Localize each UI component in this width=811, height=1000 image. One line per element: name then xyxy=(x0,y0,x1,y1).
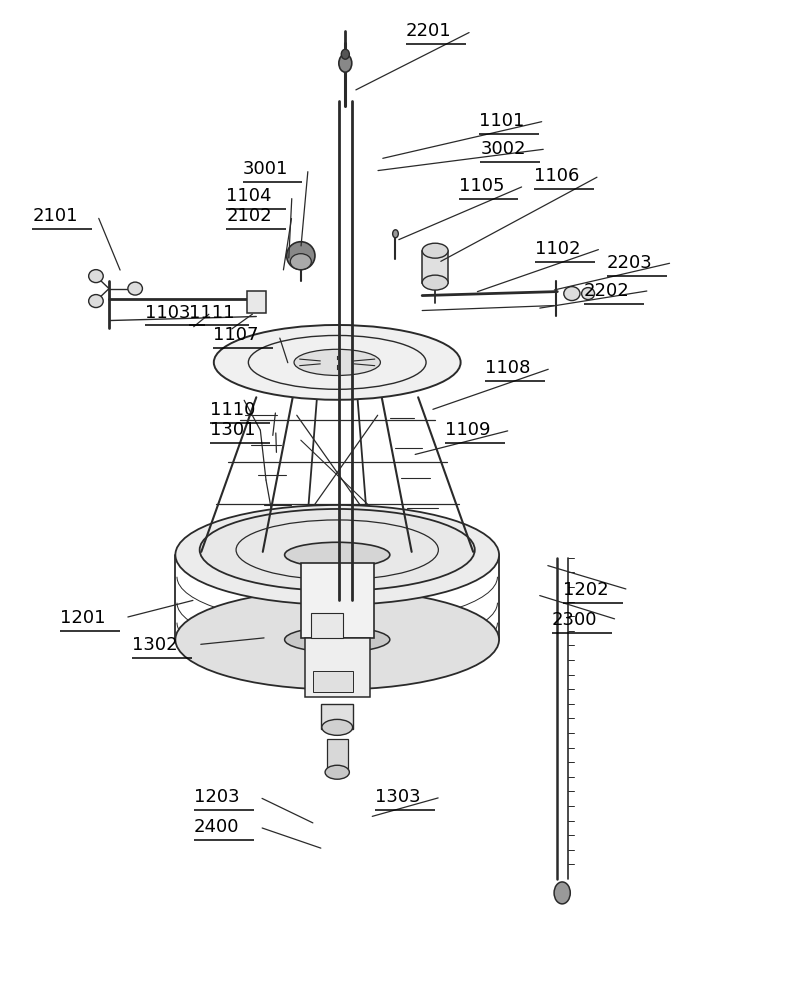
Text: 1104: 1104 xyxy=(226,187,272,205)
Bar xyxy=(247,291,266,313)
Bar xyxy=(320,704,353,729)
Ellipse shape xyxy=(581,288,594,300)
Text: 2300: 2300 xyxy=(551,611,596,629)
Text: 1201: 1201 xyxy=(59,609,105,627)
Text: 1105: 1105 xyxy=(458,177,504,195)
Text: 1303: 1303 xyxy=(375,788,420,806)
Ellipse shape xyxy=(88,295,103,308)
Ellipse shape xyxy=(213,325,460,400)
Ellipse shape xyxy=(175,590,499,689)
Ellipse shape xyxy=(321,719,352,735)
Ellipse shape xyxy=(290,254,311,270)
Ellipse shape xyxy=(286,242,315,270)
Text: 3001: 3001 xyxy=(242,160,288,178)
Text: 2202: 2202 xyxy=(583,282,629,300)
Text: 1101: 1101 xyxy=(478,112,524,130)
Text: 1108: 1108 xyxy=(485,359,530,377)
Text: 2102: 2102 xyxy=(226,207,272,225)
Text: 1102: 1102 xyxy=(534,240,580,258)
Text: 1302: 1302 xyxy=(132,636,178,654)
Text: 2101: 2101 xyxy=(32,207,78,225)
Bar xyxy=(312,671,353,692)
Ellipse shape xyxy=(175,505,499,605)
Ellipse shape xyxy=(294,349,380,375)
Ellipse shape xyxy=(341,49,349,59)
Text: 1202: 1202 xyxy=(562,581,608,599)
Ellipse shape xyxy=(422,243,448,258)
Text: 1106: 1106 xyxy=(533,167,578,185)
Text: 1107: 1107 xyxy=(213,326,259,344)
Text: 1109: 1109 xyxy=(444,421,490,439)
Ellipse shape xyxy=(422,275,448,290)
Bar xyxy=(422,251,448,283)
Ellipse shape xyxy=(563,287,579,301)
Text: 1203: 1203 xyxy=(194,788,239,806)
Text: 2203: 2203 xyxy=(606,254,651,272)
Text: 3002: 3002 xyxy=(480,140,526,158)
Text: 1103: 1103 xyxy=(145,304,191,322)
Ellipse shape xyxy=(200,509,474,591)
Ellipse shape xyxy=(393,230,398,238)
Bar xyxy=(304,638,369,697)
Text: 1110: 1110 xyxy=(210,401,255,419)
Bar xyxy=(310,613,342,638)
Text: 2400: 2400 xyxy=(194,818,239,836)
Text: 1111: 1111 xyxy=(189,304,234,322)
Ellipse shape xyxy=(338,54,351,72)
Ellipse shape xyxy=(553,882,569,904)
Ellipse shape xyxy=(127,282,142,295)
Ellipse shape xyxy=(285,627,389,652)
Text: 1301: 1301 xyxy=(210,421,255,439)
Ellipse shape xyxy=(324,765,349,779)
Text: 2201: 2201 xyxy=(406,22,451,40)
Ellipse shape xyxy=(285,542,389,567)
Bar xyxy=(326,739,347,774)
Ellipse shape xyxy=(88,270,103,283)
Bar xyxy=(300,563,373,638)
